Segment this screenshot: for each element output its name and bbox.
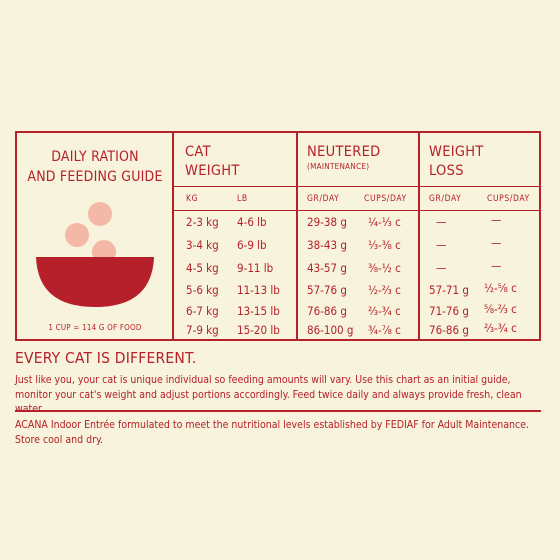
cell-neutered-cups: ¼-⅓ c <box>368 215 401 229</box>
cell-neutered-cups: ⅔-¾ c <box>368 304 401 318</box>
cell-loss-gr: — <box>436 261 447 275</box>
header-divider <box>173 186 540 187</box>
cell-loss-gr: — <box>436 238 447 252</box>
cell-neutered-cups: ¾-⅞ c <box>368 323 401 337</box>
cell-lb: 9-11 lb <box>237 261 274 275</box>
kg-header: KG <box>186 194 199 204</box>
guide-title-line2: AND FEEDING GUIDE <box>27 169 163 185</box>
cell-neutered-gr: 57-76 g <box>307 283 347 297</box>
column-divider <box>172 131 174 341</box>
neutered-subtitle: (MAINTENANCE) <box>307 162 370 171</box>
cell-neutered-gr: 76-86 g <box>307 304 347 318</box>
cell-kg: 5-6 kg <box>186 283 219 297</box>
cell-kg: 3-4 kg <box>186 238 219 252</box>
neutered-header: NEUTERED (MAINTENANCE) <box>307 143 381 171</box>
guide-title-line1: DAILY RATION <box>51 149 139 165</box>
bowl-icon <box>36 257 154 307</box>
divider-rule <box>15 410 541 412</box>
cell-loss-gr: 71-76 g <box>429 304 469 318</box>
cell-loss-cups: ⅔-¾ c <box>484 321 517 335</box>
cell-kg: 7-9 kg <box>186 323 219 337</box>
feeding-table <box>15 131 541 341</box>
neutered-cups-header: CUPS/DAY <box>364 194 407 204</box>
cell-lb: 6-9 lb <box>237 238 267 252</box>
subheader-divider <box>173 210 540 211</box>
cell-kg: 4-5 kg <box>186 261 219 275</box>
food-bowl-icon <box>36 202 154 307</box>
guide-title: DAILY RATION AND FEEDING GUIDE <box>17 147 173 187</box>
cell-neutered-cups: ⅓-⅜ c <box>368 238 401 252</box>
notice-heading: EVERY CAT IS DIFFERENT. <box>15 349 197 367</box>
loss-gr-header: GR/DAY <box>429 194 462 204</box>
cell-neutered-cups: ½-⅔ c <box>368 283 401 297</box>
lb-header: LB <box>237 194 248 204</box>
cell-neutered-cups: ⅜-½ c <box>368 261 401 275</box>
weight-loss-header: WEIGHT LOSS <box>429 143 484 181</box>
cell-lb: 11-13 lb <box>237 283 280 297</box>
cell-neutered-gr: 29-38 g <box>307 215 347 229</box>
weight-loss-title-2: LOSS <box>429 163 464 179</box>
cell-loss-gr: — <box>436 215 447 229</box>
cell-loss-cups: — <box>491 213 502 227</box>
loss-cups-header: CUPS/DAY <box>487 194 530 204</box>
cat-weight-title-2: WEIGHT <box>185 163 240 179</box>
cell-kg: 6-7 kg <box>186 304 219 318</box>
column-divider <box>296 131 298 341</box>
weight-loss-title-1: WEIGHT <box>429 144 484 160</box>
cell-loss-cups: — <box>491 259 502 273</box>
cup-note: 1 CUP = 114 G OF FOOD <box>48 323 142 332</box>
cell-neutered-gr: 38-43 g <box>307 238 347 252</box>
notice-body: Just like you, your cat is unique indivi… <box>15 374 522 415</box>
cell-lb: 13-15 lb <box>237 304 280 318</box>
cell-lb: 15-20 lb <box>237 323 280 337</box>
cell-neutered-gr: 86-100 g <box>307 323 354 337</box>
cell-loss-cups: — <box>491 236 502 250</box>
cat-weight-title-1: CAT <box>185 144 211 160</box>
product-statement: ACANA Indoor Entrée formulated to meet t… <box>15 419 530 446</box>
cell-loss-cups: ⅝-⅔ c <box>484 302 517 316</box>
cell-loss-gr: 76-86 g <box>429 323 469 337</box>
cat-weight-header: CAT WEIGHT <box>185 143 240 181</box>
neutered-gr-header: GR/DAY <box>307 194 340 204</box>
cell-lb: 4-6 lb <box>237 215 267 229</box>
neutered-title: NEUTERED <box>307 144 381 160</box>
cell-kg: 2-3 kg <box>186 215 219 229</box>
kibble-icon <box>88 202 112 226</box>
cell-loss-gr: 57-71 g <box>429 283 469 297</box>
kibble-icon <box>65 223 89 247</box>
cell-loss-cups: ½-⅝ c <box>484 281 517 295</box>
cell-neutered-gr: 43-57 g <box>307 261 347 275</box>
column-divider <box>418 131 420 341</box>
